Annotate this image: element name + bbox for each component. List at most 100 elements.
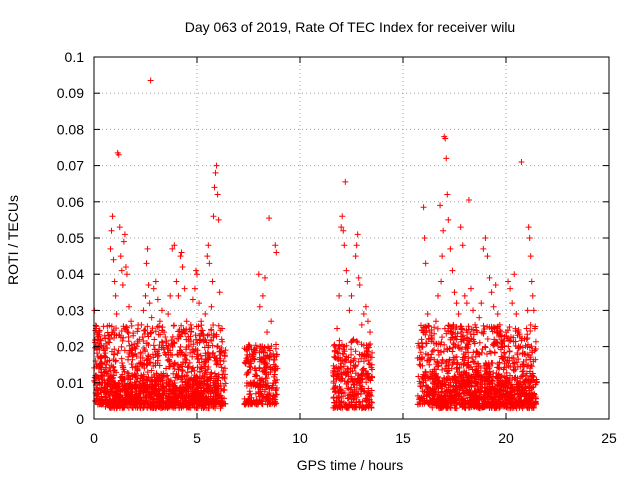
data-point: [183, 318, 190, 325]
data-point: [127, 381, 134, 388]
data-point: [352, 370, 359, 377]
data-point: [156, 395, 163, 402]
data-point: [194, 271, 200, 278]
x-tick-labels: 0 5 10 15 20 25: [90, 430, 617, 446]
data-point: [140, 327, 147, 334]
data-point: [219, 394, 226, 401]
data-point: [140, 337, 147, 344]
data-point: [123, 271, 130, 278]
data-point: [247, 390, 254, 397]
data-point: [134, 396, 141, 403]
data-point: [152, 278, 159, 285]
data-point: [141, 365, 148, 372]
data-point: [108, 323, 115, 330]
data-point: [264, 329, 271, 336]
data-point: [107, 245, 114, 252]
data-point: [131, 379, 138, 386]
data-point: [106, 357, 113, 364]
data-point: [269, 382, 276, 389]
data-point: [476, 339, 483, 346]
data-point: [170, 339, 177, 346]
data-point: [104, 329, 111, 336]
data-point: [201, 388, 208, 395]
data-point: [136, 391, 143, 398]
y-tick-label: 0.1: [65, 49, 85, 65]
data-point: [101, 352, 108, 359]
data-point: [355, 274, 362, 281]
data-point: [105, 380, 112, 387]
data-point: [511, 367, 518, 374]
data-point: [198, 387, 205, 394]
data-point: [455, 311, 462, 318]
data-point: [261, 367, 268, 374]
data-point: [345, 385, 352, 392]
data-point: [437, 202, 444, 209]
data-point: [155, 352, 162, 359]
data-point: [267, 347, 274, 354]
data-point: [524, 331, 531, 338]
data-point: [151, 336, 158, 343]
data-point: [438, 278, 445, 285]
data-point: [367, 361, 374, 368]
data-point: [124, 380, 131, 387]
data-point: [363, 370, 370, 377]
data-point: [272, 242, 279, 249]
data-point: [201, 361, 208, 368]
data-point: [152, 328, 159, 335]
data-point: [364, 348, 371, 355]
data-point: [213, 361, 220, 368]
data-point: [217, 380, 224, 387]
data-point: [424, 311, 431, 318]
data-point: [248, 394, 255, 401]
data-point: [159, 391, 166, 398]
data-point: [148, 393, 155, 400]
y-tick-label: 0.03: [57, 302, 84, 318]
data-point: [354, 231, 361, 238]
data-point: [119, 375, 126, 382]
data-point: [178, 328, 185, 335]
data-point: [219, 325, 226, 332]
data-point: [137, 350, 144, 357]
data-point: [151, 374, 158, 381]
data-point: [257, 396, 264, 403]
data-point: [266, 385, 273, 392]
data-point: [506, 348, 513, 355]
data-point: [334, 325, 341, 332]
data-point: [166, 358, 173, 365]
data-point: [247, 358, 254, 365]
data-point: [222, 380, 229, 387]
data-point: [102, 335, 109, 342]
data-point: [145, 355, 152, 362]
data-point: [241, 395, 248, 402]
data-point: [526, 235, 533, 241]
data-point: [178, 322, 185, 329]
data-point: [175, 366, 182, 373]
data-point: [191, 285, 198, 292]
data-point: [467, 285, 474, 292]
y-tick-label: 0.09: [57, 85, 84, 101]
data-point: [529, 292, 536, 299]
data-point: [205, 344, 212, 351]
data-point: [120, 238, 127, 245]
data-point: [175, 397, 182, 404]
data-point: [164, 345, 171, 352]
data-point: [155, 323, 162, 330]
data-point: [119, 376, 126, 383]
data-point: [198, 318, 205, 325]
data-point: [246, 388, 253, 395]
data-point: [256, 375, 263, 382]
data-point: [101, 379, 108, 386]
data-point: [350, 381, 357, 388]
data-point: [95, 333, 102, 340]
data-point: [107, 336, 114, 343]
data-point: [118, 328, 125, 335]
data-point: [156, 342, 163, 349]
data-point: [170, 399, 177, 406]
data-point: [187, 383, 194, 390]
x-tick-label: 0: [90, 430, 98, 446]
data-point: [205, 377, 212, 384]
data-point: [217, 387, 224, 394]
data-point: [174, 335, 181, 342]
data-point: [266, 364, 273, 371]
